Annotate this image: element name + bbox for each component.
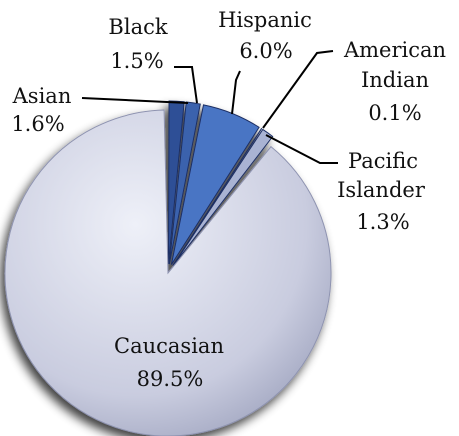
pie-slice-caucasian — [4, 109, 332, 436]
label-caucasian-name: Caucasian — [114, 334, 224, 358]
label-hispanic-value: 6.0% — [239, 39, 292, 63]
label-american-indian-line2: Indian — [361, 68, 429, 92]
leader-line-american-indian — [262, 50, 334, 129]
leader-line-asian — [81, 97, 189, 104]
label-american-indian-line1: American — [343, 38, 446, 62]
label-asian-name: Asian — [12, 84, 72, 108]
leader-line-pacific-islander — [265, 134, 338, 164]
label-pacific-islander-value: 1.3% — [356, 210, 409, 234]
leader-line-hispanic — [231, 70, 241, 115]
pie-slice-pacific-islander — [172, 128, 274, 266]
label-pacific-islander-line1: Pacific — [348, 149, 418, 173]
pie-slice-american-indian — [172, 127, 263, 266]
pie-slices — [4, 100, 332, 436]
leader-line-black — [174, 66, 198, 104]
label-asian-value: 1.6% — [11, 112, 64, 136]
label-caucasian-value: 89.5% — [137, 367, 204, 391]
label-black-name: Black — [108, 15, 167, 39]
label-pacific-islander-line2: Islander — [337, 178, 426, 202]
label-american-indian-value: 0.1% — [368, 101, 421, 125]
pie-slice-asian — [167, 100, 185, 265]
label-hispanic-name: Hispanic — [218, 8, 312, 32]
label-black-value: 1.5% — [110, 49, 163, 73]
